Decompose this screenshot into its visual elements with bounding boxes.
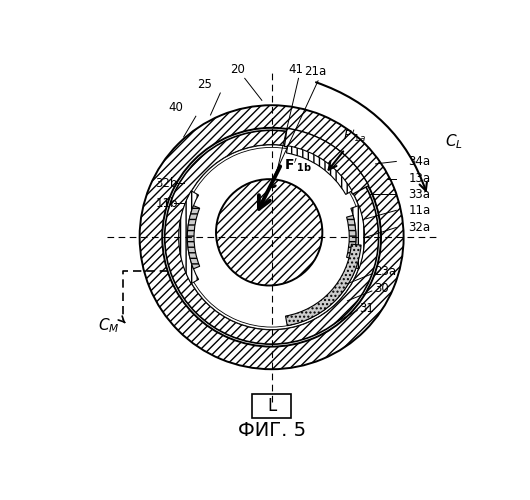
Text: 13a: 13a bbox=[409, 172, 431, 185]
Wedge shape bbox=[351, 206, 365, 269]
Text: 31: 31 bbox=[360, 302, 375, 314]
Text: 34a: 34a bbox=[409, 155, 431, 168]
Text: L: L bbox=[267, 397, 276, 415]
Wedge shape bbox=[165, 130, 378, 344]
Wedge shape bbox=[285, 128, 369, 194]
Text: 30: 30 bbox=[374, 282, 389, 295]
Wedge shape bbox=[187, 206, 200, 269]
Text: 32b: 32b bbox=[155, 177, 178, 190]
Text: 41: 41 bbox=[288, 63, 304, 76]
Text: 23a: 23a bbox=[374, 265, 396, 278]
Text: 11a: 11a bbox=[409, 204, 431, 217]
Text: 40: 40 bbox=[169, 101, 184, 114]
Wedge shape bbox=[139, 105, 404, 369]
FancyBboxPatch shape bbox=[252, 394, 291, 418]
Text: 33a: 33a bbox=[409, 188, 430, 201]
Text: 21a: 21a bbox=[305, 66, 327, 78]
Wedge shape bbox=[216, 179, 322, 286]
Wedge shape bbox=[179, 145, 364, 330]
Text: $F'_{1a}$: $F'_{1a}$ bbox=[342, 128, 366, 144]
Text: 20: 20 bbox=[230, 63, 245, 76]
Wedge shape bbox=[179, 191, 199, 284]
Text: $\mathbf{F'_{1b}}$: $\mathbf{F'_{1b}}$ bbox=[284, 156, 312, 174]
Wedge shape bbox=[347, 216, 356, 259]
Text: 25: 25 bbox=[197, 78, 212, 90]
Text: ФИГ. 5: ФИГ. 5 bbox=[237, 421, 306, 440]
Text: 11b: 11b bbox=[155, 196, 178, 209]
Text: $C_L$: $C_L$ bbox=[445, 132, 463, 151]
Wedge shape bbox=[287, 146, 352, 194]
Text: $C_M$: $C_M$ bbox=[98, 316, 120, 334]
Wedge shape bbox=[286, 244, 361, 326]
Text: 32a: 32a bbox=[409, 221, 431, 234]
